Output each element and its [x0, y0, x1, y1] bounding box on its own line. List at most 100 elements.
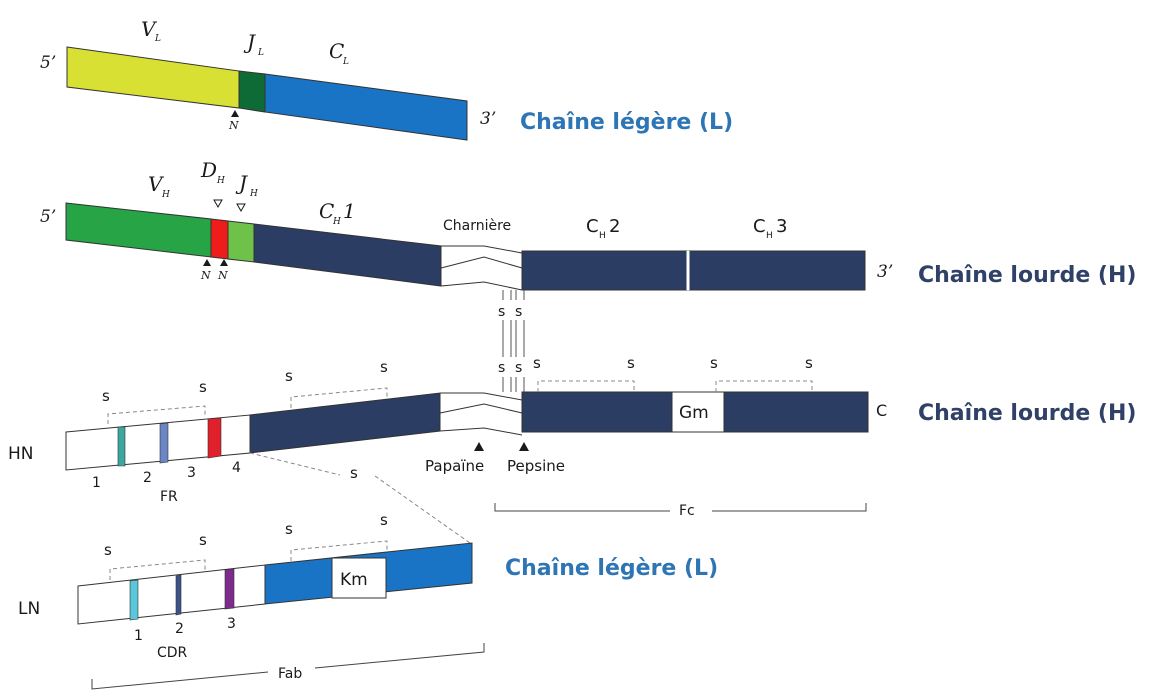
- light-5prime-label: 5’: [40, 53, 56, 73]
- fr-number-2: 2: [143, 470, 152, 486]
- heavy-d-sub: H: [216, 176, 225, 186]
- heavy-hinge-gene: [440, 245, 523, 291]
- light-v-label: V: [141, 17, 158, 41]
- heavy-disulfide-brackets: [107, 380, 813, 424]
- heavy-j-segment: [227, 220, 255, 263]
- heavy-gene-title: Chaîne lourde (H): [918, 263, 1136, 288]
- heavy-ch1-num: 1: [343, 199, 356, 223]
- heavy-v-sub: H: [161, 190, 170, 200]
- light-c-label: C: [329, 39, 344, 63]
- fr-number-3: 3: [187, 465, 196, 481]
- heavy-ch1-sub: H: [332, 217, 341, 227]
- heavy-protein-prefix: HN: [8, 444, 34, 464]
- heavy-s-vh-2: s: [199, 378, 207, 396]
- light-gene-title: Chaîne légère (L): [520, 110, 733, 135]
- heavy-ch3-segment: [688, 250, 866, 291]
- heavy-3prime-label: 3’: [877, 262, 893, 282]
- light-s-cl-2: s: [380, 511, 388, 529]
- heavy-d-label: D: [200, 158, 217, 182]
- gm-label: Gm: [679, 403, 709, 423]
- light-3prime-label: 3’: [480, 109, 496, 129]
- heavy-s-ch1-2: s: [380, 358, 388, 376]
- fab-connector-lines: [249, 452, 471, 544]
- heavy-v-segment: [65, 202, 212, 258]
- fr-number-1: 1: [92, 475, 101, 491]
- heavy-ch3-sub: H: [766, 231, 773, 241]
- heavy-protein-ch1: [249, 392, 441, 454]
- heavy-fr2-band: [159, 422, 169, 464]
- hinge-s-bottom-2: s: [515, 360, 522, 376]
- light-v-segment: [66, 46, 240, 109]
- heavy-j-sub: H: [249, 189, 258, 199]
- heavy-d-open-arrow-icon: [213, 199, 223, 209]
- light-protein-prefix: LN: [18, 599, 40, 619]
- light-protein-variable: [77, 564, 266, 625]
- heavy-cdr3-band: [207, 417, 222, 459]
- heavy-protein-variable: [65, 414, 251, 471]
- heavy-ch2-label: C: [586, 216, 599, 237]
- pepsin-arrow-icon: [519, 442, 529, 451]
- cdr-number-3: 3: [227, 616, 236, 632]
- heavy-protein-title: Chaîne lourde (H): [918, 401, 1136, 426]
- heavy-ch2-num: 2: [609, 216, 620, 237]
- light-s-cl-1: s: [285, 520, 293, 538]
- light-s-vl-1: s: [104, 541, 112, 559]
- heavy-protein-suffix: C: [876, 401, 887, 420]
- light-j-segment: [238, 70, 266, 113]
- light-chain-protein: Km LN Chaîne légère (L) s s s s 1 2 3 CD…: [18, 511, 718, 690]
- cdr-label: CDR: [157, 645, 188, 661]
- heavy-protein-hinge: [439, 392, 523, 436]
- heavy-chain-gene: 5’ V H D H J H C H 1 N N Charnière C H 2…: [40, 158, 1136, 291]
- light-j-sub: L: [257, 48, 264, 58]
- papain-arrow-icon: [474, 442, 484, 451]
- cdr-number-2: 2: [175, 621, 184, 637]
- heavy-ch2-sub: H: [599, 231, 606, 241]
- heavy-s-ch1-1: s: [285, 367, 293, 385]
- heavy-n-label-2: N: [217, 269, 228, 282]
- fc-label: Fc: [679, 503, 695, 519]
- heavy-fr1-band: [117, 426, 126, 467]
- light-n-label: N: [228, 119, 239, 132]
- heavy-n-arrow-icon-2: [220, 259, 228, 266]
- light-protein-title: Chaîne légère (L): [505, 556, 718, 581]
- fab-bracket: [91, 643, 485, 690]
- hinge-s-top-1: s: [498, 304, 505, 320]
- light-v-sub: L: [154, 34, 161, 44]
- heavy-ch3-num: 3: [776, 216, 787, 237]
- hinge-label: Charnière: [443, 218, 511, 234]
- light-disulfide-brackets: [109, 540, 388, 580]
- heavy-s-ch2-1: s: [533, 354, 541, 372]
- fr-number-4: 4: [232, 460, 241, 476]
- light-j-label: J: [243, 30, 256, 54]
- fc-bracket: [494, 503, 867, 512]
- heavy-v-label: V: [148, 172, 165, 196]
- light-cdr2-band: [175, 574, 182, 616]
- light-c-sub: L: [342, 57, 349, 67]
- cdr-number-1: 1: [134, 628, 143, 644]
- heavy-n-label-1: N: [200, 269, 211, 282]
- heavy-s-ch2-2: s: [627, 354, 635, 372]
- light-c-segment: [264, 73, 468, 141]
- gm-box: [671, 391, 725, 433]
- hinge-s-top-2: s: [515, 304, 522, 320]
- heavy-j-label: J: [235, 171, 248, 195]
- light-s-vl-2: s: [199, 531, 207, 549]
- heavy-n-arrow-icon-1: [203, 259, 211, 266]
- fr-label: FR: [160, 489, 178, 505]
- heavy-ch2-segment: [521, 250, 688, 291]
- heavy-ch1-label: C: [319, 199, 334, 223]
- heavy-s-ch3-2: s: [805, 354, 813, 372]
- papain-label: Papaïne: [425, 457, 484, 475]
- heavy-ch3-label: C: [753, 216, 766, 237]
- pepsin-label: Pepsine: [507, 457, 565, 475]
- heavy-j-open-arrow-icon: [236, 203, 246, 213]
- heavy-5prime-label: 5’: [40, 207, 56, 227]
- fab-label: Fab: [278, 666, 302, 682]
- heavy-ch1-segment: [253, 223, 442, 287]
- hinge-s-bottom-1: s: [498, 360, 505, 376]
- light-chain-gene: 5’ V L J L C L N 3’ Chaîne légère (L): [40, 17, 733, 141]
- heavy-s-ch3-1: s: [710, 354, 718, 372]
- interchain-s: s: [350, 464, 358, 482]
- heavy-chain-protein: Gm HN C Chaîne lourde (H) s s s s s s s …: [8, 354, 1136, 519]
